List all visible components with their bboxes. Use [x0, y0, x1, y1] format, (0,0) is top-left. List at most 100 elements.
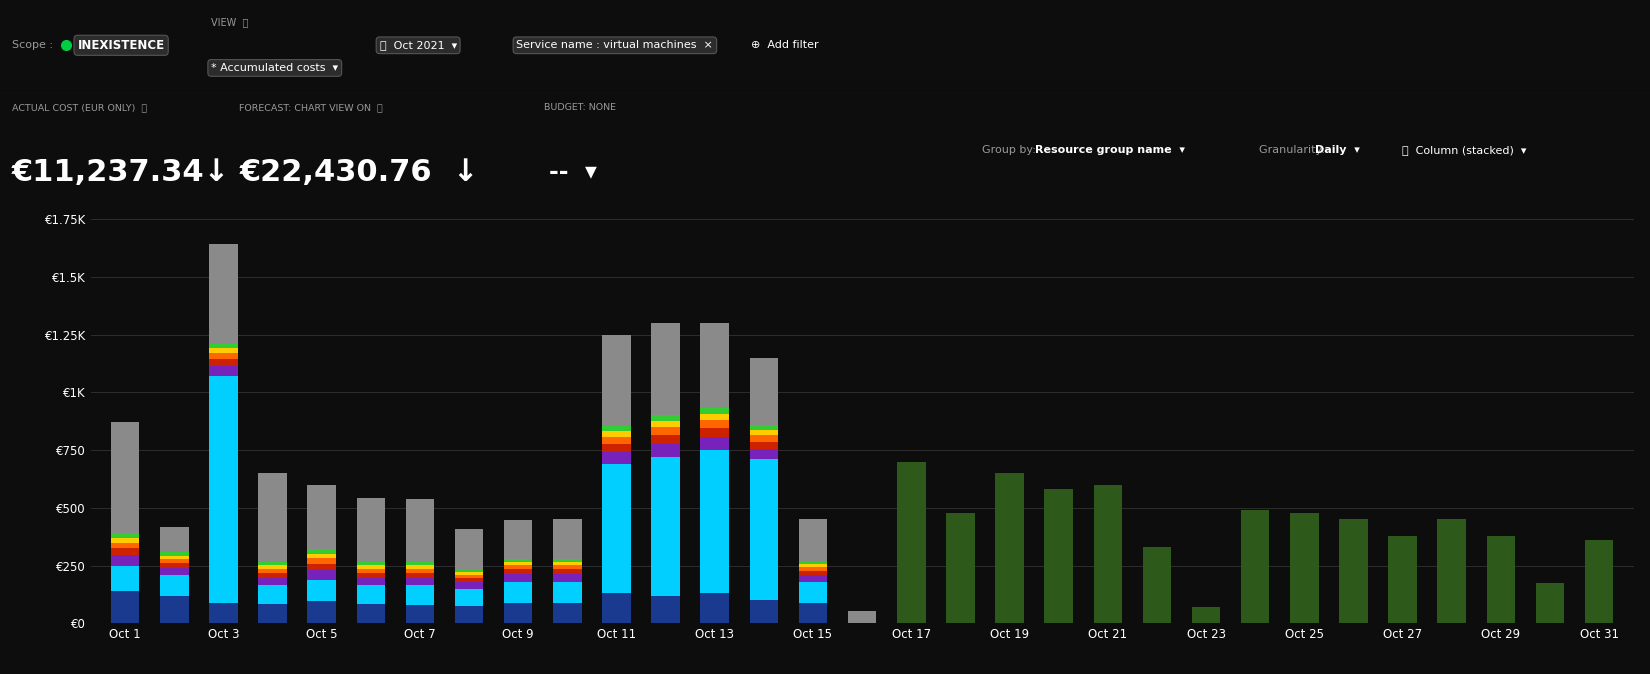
- Bar: [799, 582, 827, 603]
- Bar: [406, 569, 434, 573]
- Bar: [111, 543, 139, 549]
- Bar: [652, 415, 680, 421]
- Bar: [210, 245, 238, 344]
- Bar: [210, 353, 238, 359]
- Bar: [1044, 489, 1072, 623]
- Bar: [356, 562, 384, 565]
- Text: €11,237.34↓: €11,237.34↓: [12, 158, 229, 187]
- Bar: [1437, 520, 1465, 623]
- Bar: [652, 435, 680, 444]
- Bar: [1340, 520, 1368, 623]
- Bar: [701, 428, 729, 437]
- Bar: [749, 358, 779, 425]
- Bar: [553, 582, 581, 603]
- Bar: [307, 601, 337, 623]
- Bar: [701, 408, 729, 414]
- Bar: [210, 376, 238, 603]
- Bar: [1586, 541, 1614, 623]
- Text: VIEW  ⓘ: VIEW ⓘ: [211, 18, 249, 28]
- Bar: [455, 528, 483, 570]
- Bar: [210, 366, 238, 376]
- Bar: [406, 578, 434, 585]
- Bar: [1094, 485, 1122, 623]
- Bar: [259, 578, 287, 585]
- Bar: [259, 562, 287, 565]
- Bar: [799, 576, 827, 582]
- Bar: [995, 473, 1023, 623]
- Bar: [356, 578, 384, 585]
- Bar: [799, 561, 827, 564]
- Bar: [503, 520, 533, 559]
- Bar: [503, 574, 533, 582]
- Bar: [602, 452, 630, 464]
- Bar: [503, 559, 533, 562]
- Text: Resource group name  ▾: Resource group name ▾: [1035, 145, 1185, 155]
- Bar: [1536, 583, 1564, 623]
- Text: 📊  Column (stacked)  ▾: 📊 Column (stacked) ▾: [1402, 145, 1526, 155]
- Bar: [503, 582, 533, 603]
- Bar: [749, 441, 779, 449]
- Bar: [553, 520, 581, 559]
- Bar: [406, 562, 434, 565]
- Bar: [160, 527, 188, 552]
- Bar: [1241, 510, 1269, 623]
- Bar: [259, 573, 287, 578]
- Bar: [455, 570, 483, 572]
- Bar: [602, 593, 630, 623]
- Bar: [210, 348, 238, 353]
- Bar: [701, 323, 729, 408]
- Text: ⊕  Add filter: ⊕ Add filter: [751, 40, 818, 51]
- Bar: [652, 427, 680, 435]
- Text: ACTUAL COST (EUR ONLY)  ⓘ: ACTUAL COST (EUR ONLY) ⓘ: [12, 103, 147, 112]
- Text: --  ▾: -- ▾: [549, 160, 597, 184]
- Bar: [259, 565, 287, 569]
- Bar: [406, 585, 434, 605]
- Bar: [602, 426, 630, 431]
- Bar: [652, 596, 680, 623]
- Bar: [848, 611, 876, 623]
- Bar: [602, 334, 630, 426]
- Bar: [602, 437, 630, 444]
- Bar: [701, 593, 729, 623]
- Bar: [1487, 536, 1515, 623]
- Bar: [503, 603, 533, 623]
- Bar: [406, 605, 434, 623]
- Text: Scope :: Scope :: [12, 40, 56, 51]
- Bar: [307, 485, 337, 549]
- Bar: [307, 570, 337, 580]
- Bar: [406, 565, 434, 569]
- Bar: [455, 572, 483, 575]
- Text: INEXISTENCE: INEXISTENCE: [78, 39, 165, 52]
- Bar: [799, 603, 827, 623]
- Bar: [160, 596, 188, 623]
- Text: Service name : virtual machines  ×: Service name : virtual machines ×: [516, 40, 713, 51]
- Bar: [749, 449, 779, 460]
- Bar: [553, 574, 581, 582]
- Bar: [160, 575, 188, 596]
- Bar: [160, 555, 188, 559]
- Bar: [307, 553, 337, 558]
- Bar: [406, 499, 434, 562]
- Bar: [898, 462, 926, 623]
- Bar: [111, 549, 139, 555]
- Bar: [749, 460, 779, 601]
- Bar: [210, 344, 238, 348]
- Bar: [945, 512, 975, 623]
- Bar: [799, 520, 827, 561]
- Bar: [111, 423, 139, 533]
- Bar: [701, 414, 729, 421]
- Bar: [259, 473, 287, 562]
- Text: Daily  ▾: Daily ▾: [1315, 145, 1360, 155]
- Bar: [111, 591, 139, 623]
- Text: BUDGET: NONE: BUDGET: NONE: [544, 103, 617, 112]
- Bar: [749, 435, 779, 441]
- Bar: [602, 464, 630, 593]
- Bar: [160, 552, 188, 555]
- Bar: [553, 565, 581, 570]
- Text: Group by:: Group by:: [982, 145, 1040, 155]
- Bar: [160, 559, 188, 563]
- Bar: [1191, 607, 1221, 623]
- Bar: [455, 589, 483, 606]
- Bar: [455, 575, 483, 578]
- Bar: [1143, 547, 1171, 623]
